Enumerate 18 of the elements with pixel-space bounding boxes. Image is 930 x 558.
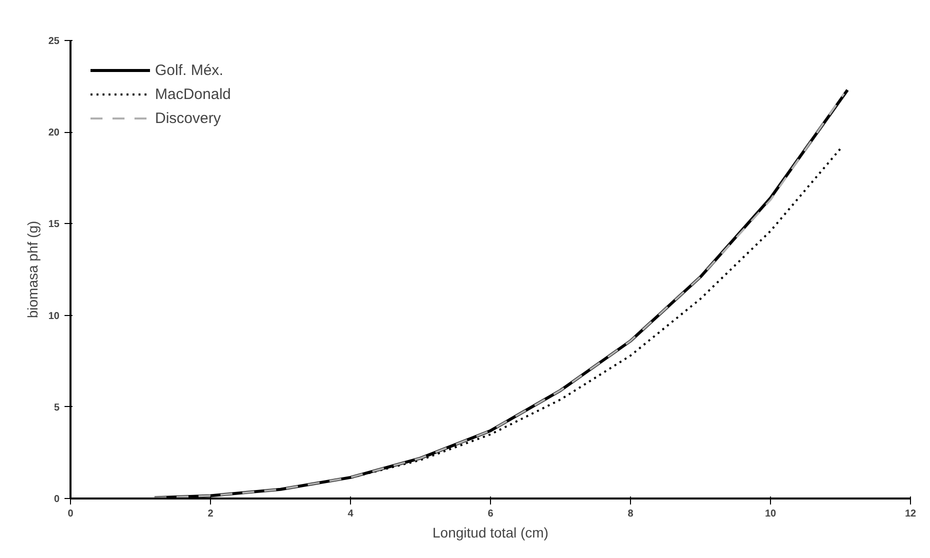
y-tick-label: 0 [54, 494, 60, 505]
x-tick-label: 2 [208, 508, 214, 520]
x-tick-label: 4 [348, 508, 354, 520]
x-tick-label: 12 [904, 508, 916, 520]
y-tick-label: 20 [48, 128, 60, 139]
x-tick-label: 6 [488, 508, 494, 520]
legend-label: MacDonald [155, 86, 231, 102]
x-tick-label: 8 [628, 508, 634, 520]
x-axis-title: Longitud total (cm) [432, 524, 548, 540]
legend-label: Discovery [155, 110, 221, 126]
x-tick-label: 0 [68, 508, 74, 520]
x-tick-label: 10 [764, 508, 776, 520]
y-axis-title: biomasa phf (g) [24, 220, 40, 318]
y-tick-label: 10 [48, 310, 60, 322]
y-tick-label: 5 [54, 402, 60, 414]
legend-label: Golf. Méx. [155, 62, 224, 78]
y-tick-label: 15 [48, 219, 60, 230]
y-tick-label: 25 [48, 36, 60, 47]
